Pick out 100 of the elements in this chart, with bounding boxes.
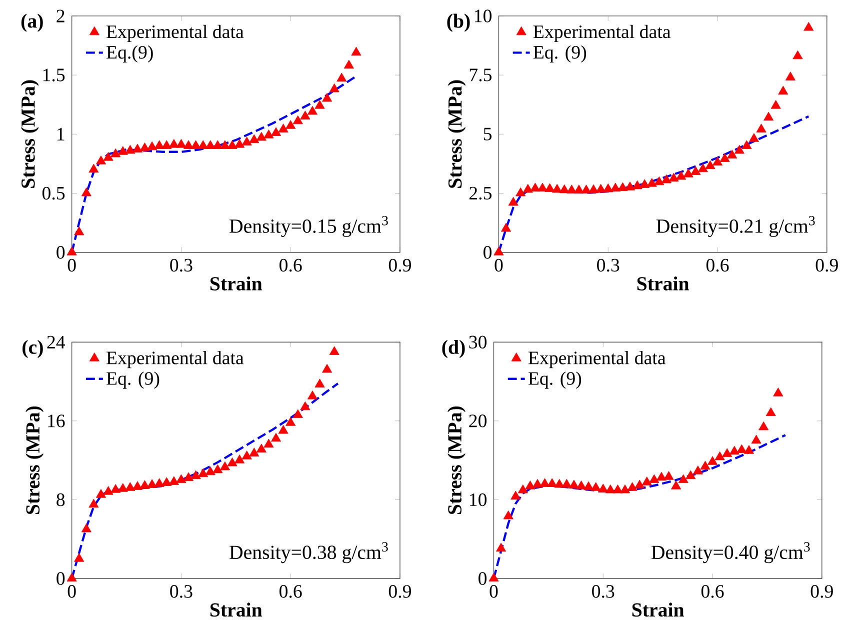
point (125, 144, 136, 154)
point (668, 172, 679, 182)
y-tick-label: 1 (58, 128, 64, 140)
point (162, 140, 172, 149)
point (147, 479, 158, 488)
point (96, 488, 106, 498)
point (705, 160, 716, 169)
y-tick-label: 20 (469, 414, 487, 428)
point (503, 510, 514, 520)
point (132, 480, 142, 490)
point (286, 416, 296, 426)
y-tick-label: 0.5 (42, 186, 65, 200)
point (640, 179, 650, 188)
legend-label: Eq. (9) (106, 371, 160, 389)
point (234, 454, 245, 464)
point (118, 482, 128, 492)
point (518, 484, 528, 494)
point (756, 123, 766, 132)
point (249, 134, 260, 143)
point (751, 434, 762, 444)
point (770, 100, 781, 109)
point (307, 390, 318, 400)
text: (a) (21, 14, 43, 32)
point (190, 470, 201, 479)
point (734, 144, 744, 154)
point (530, 182, 540, 192)
point (516, 187, 526, 196)
point (778, 86, 788, 94)
point (168, 476, 179, 485)
x-axis-title: Strain (210, 276, 262, 290)
point (664, 470, 674, 480)
point (190, 140, 201, 149)
point (714, 451, 725, 460)
point (329, 83, 340, 92)
point (727, 149, 738, 158)
point (286, 120, 296, 129)
y-tick-label: 0 (484, 246, 492, 259)
point (646, 178, 657, 187)
point (292, 115, 303, 124)
legend-label: Eq. (9) (533, 45, 586, 62)
point (620, 484, 630, 494)
point (522, 184, 533, 193)
point (554, 478, 564, 488)
point (154, 478, 164, 487)
point (329, 346, 340, 355)
point (227, 140, 238, 149)
point (242, 136, 252, 146)
point (562, 478, 572, 488)
point (278, 123, 288, 132)
x-tick-label: 0.3 (597, 258, 620, 272)
point (698, 163, 708, 172)
point (590, 482, 601, 491)
point (729, 446, 740, 454)
point (596, 184, 606, 193)
text: (b) (447, 14, 470, 32)
point (494, 246, 504, 256)
legend-label: Experimental data (528, 350, 666, 368)
y-tick-label: 1.5 (43, 68, 65, 82)
point (212, 464, 223, 473)
point (66, 246, 77, 256)
point (125, 482, 136, 491)
point (736, 444, 747, 453)
y-tick-label: 5 (484, 128, 492, 140)
point (249, 447, 260, 456)
x-tick-label: 0 (68, 584, 76, 598)
y-tick-label: 0 (56, 572, 65, 585)
point (300, 401, 310, 410)
y-axis-title: Stress (MPa) (448, 80, 466, 188)
point (712, 156, 723, 166)
x-tick-label: 0.3 (170, 584, 192, 598)
point (351, 46, 362, 56)
y-tick-label: 7.5 (470, 68, 492, 82)
point (661, 174, 672, 184)
point (292, 409, 303, 418)
point (110, 484, 121, 493)
point (559, 184, 570, 193)
point (678, 474, 688, 483)
x-tick-label: 0.3 (592, 584, 614, 598)
point (270, 432, 282, 442)
point (336, 72, 347, 82)
annotation: Density=0.38 g/cm$^{3}$ (230, 542, 388, 563)
point (81, 187, 92, 196)
point (110, 148, 121, 158)
x-tick-label: 0.9 (810, 584, 833, 598)
y-tick-label: 10 (475, 9, 492, 22)
legend-label: Eq. (9) (528, 371, 582, 389)
point (66, 572, 77, 582)
point (656, 472, 666, 480)
point (103, 152, 114, 161)
point (700, 460, 710, 470)
point (574, 184, 584, 194)
point (344, 60, 354, 68)
point (307, 106, 318, 115)
point (183, 140, 194, 149)
point (618, 182, 628, 191)
x-tick-label: 0.9 (816, 258, 838, 272)
point (720, 153, 730, 162)
point (220, 140, 230, 149)
point (256, 132, 266, 141)
point (496, 542, 506, 552)
